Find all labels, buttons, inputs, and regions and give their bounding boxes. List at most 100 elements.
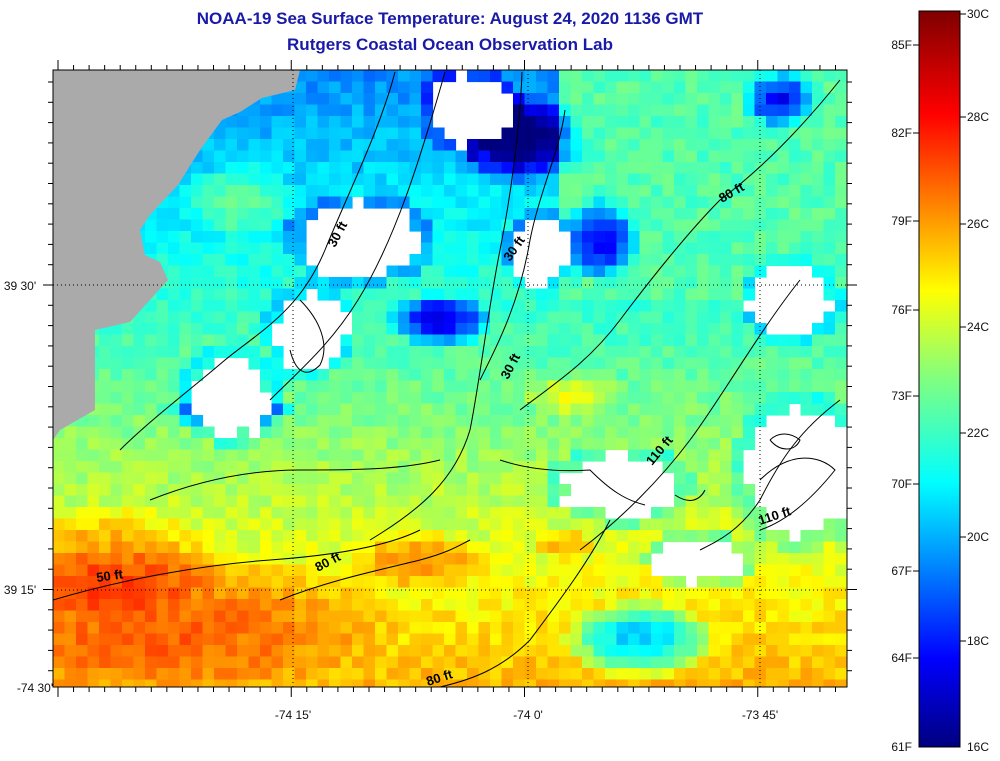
sst-cell: [64, 645, 77, 658]
sst-cell: [777, 173, 790, 186]
sst-cell: [536, 564, 549, 577]
sst-cell: [329, 622, 342, 635]
sst-cell: [467, 70, 480, 83]
sst-cell: [513, 323, 526, 336]
sst-cell: [133, 564, 146, 577]
sst-cell: [156, 300, 169, 313]
sst-cell: [145, 461, 158, 474]
sst-cell: [168, 242, 181, 255]
sst-cell: [386, 127, 399, 140]
sst-cell: [317, 93, 330, 106]
sst-cell: [812, 599, 825, 612]
sst-cell: [363, 679, 376, 687]
sst-cell: [352, 70, 365, 83]
sst-cell: [651, 426, 664, 439]
sst-cell: [409, 219, 422, 232]
sst-cell: [536, 104, 549, 117]
sst-cell: [662, 633, 675, 646]
sst-cell: [846, 70, 847, 83]
sst-cell: [352, 93, 365, 106]
sst-cell: [444, 139, 457, 152]
sst-cell: [777, 219, 790, 232]
sst-cell: [674, 162, 687, 175]
sst-cell: [225, 472, 238, 485]
sst-cell: [628, 311, 641, 324]
sst-cell: [754, 185, 767, 198]
sst-cell: [478, 541, 491, 554]
sst-cell: [110, 518, 123, 531]
sst-cell: [559, 599, 572, 612]
sst-cell: [271, 668, 284, 681]
sst-cell: [674, 668, 687, 681]
sst-cell: [754, 162, 767, 175]
sst-cell: [674, 150, 687, 163]
sst-cell: [616, 622, 629, 635]
sst-cell: [455, 541, 468, 554]
sst-cell: [685, 461, 698, 474]
sst-cell: [651, 380, 664, 393]
sst-cell: [432, 599, 445, 612]
sst-cell: [789, 645, 802, 658]
sst-cell: [651, 242, 664, 255]
sst-cell: [547, 311, 560, 324]
sst-cell: [478, 610, 491, 623]
sst-cell: [743, 311, 756, 324]
sst-cell: [708, 599, 721, 612]
sst-cell: [731, 81, 744, 94]
sst-cell: [294, 265, 307, 278]
sst-cell: [352, 173, 365, 186]
sst-cell: [421, 668, 434, 681]
sst-cell: [168, 645, 181, 658]
sst-cell: [835, 668, 847, 681]
sst-cell: [651, 231, 664, 244]
sst-cell: [191, 334, 204, 347]
sst-cell: [731, 357, 744, 370]
sst-cell: [593, 254, 606, 267]
sst-cell: [306, 139, 319, 152]
sst-cell: [605, 622, 618, 635]
sst-cell: [524, 369, 537, 382]
sst-cell: [329, 357, 342, 370]
sst-cell: [777, 576, 790, 589]
sst-cell: [214, 587, 227, 600]
sst-cell: [846, 150, 847, 163]
sst-cell: [720, 392, 733, 405]
sst-cell: [145, 633, 158, 646]
sst-cell: [823, 288, 836, 301]
sst-cell: [294, 530, 307, 543]
sst-cell: [294, 162, 307, 175]
sst-cell: [202, 323, 215, 336]
sst-cell: [605, 576, 618, 589]
sst-cell: [363, 300, 376, 313]
sst-cell: [628, 334, 641, 347]
sst-cell: [237, 587, 250, 600]
sst-cell: [501, 587, 514, 600]
sst-cell: [547, 392, 560, 405]
sst-cell: [835, 518, 847, 531]
sst-cell: [432, 495, 445, 508]
sst-cell: [168, 323, 181, 336]
sst-cell: [616, 645, 629, 658]
sst-cell: [628, 564, 641, 577]
sst-cell: [731, 587, 744, 600]
sst-cell: [225, 553, 238, 566]
sst-cell: [593, 599, 606, 612]
sst-cell: [501, 150, 514, 163]
sst-cell: [536, 426, 549, 439]
sst-cell: [76, 484, 89, 497]
sst-cell: [743, 185, 756, 198]
sst-cell: [639, 645, 652, 658]
sst-cell: [536, 288, 549, 301]
sst-cell: [823, 610, 836, 623]
sst-cell: [455, 380, 468, 393]
sst-cell: [363, 656, 376, 669]
sst-cell: [156, 231, 169, 244]
sst-cell: [651, 219, 664, 232]
sst-cell: [478, 553, 491, 566]
sst-cell: [352, 622, 365, 635]
sst-cell: [616, 346, 629, 359]
sst-cell: [145, 622, 158, 635]
sst-cell: [202, 633, 215, 646]
sst-cell: [306, 599, 319, 612]
sst-cell: [352, 484, 365, 497]
